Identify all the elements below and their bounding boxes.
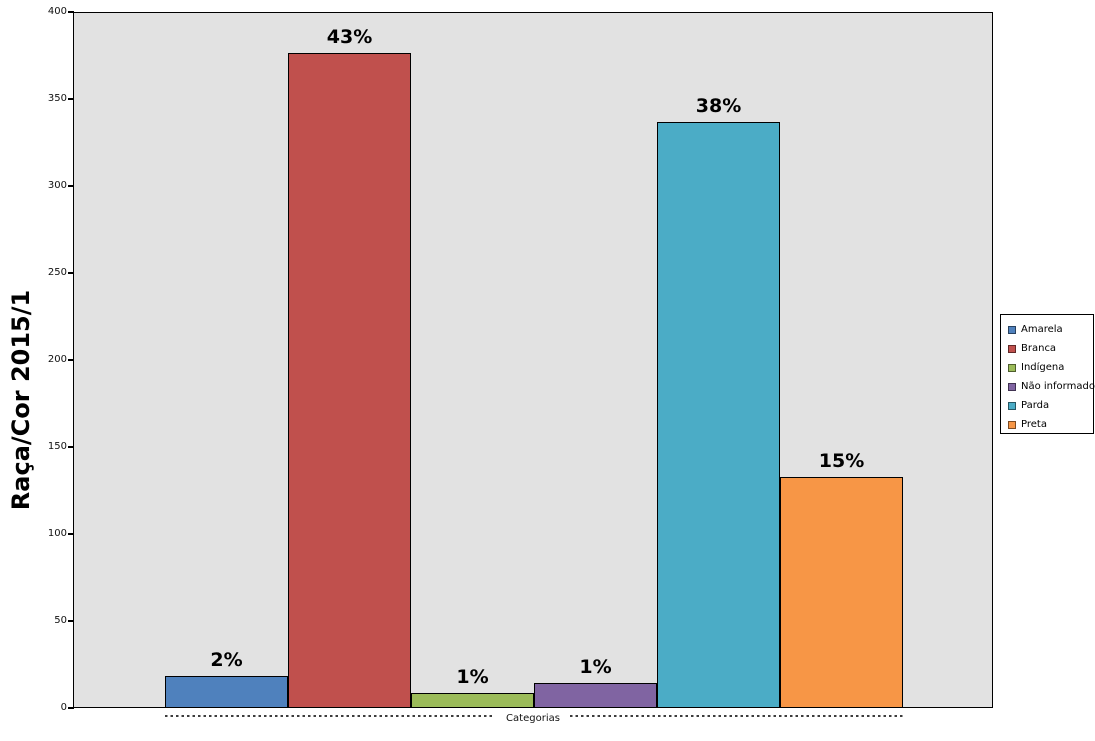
legend-swatch-amarela — [1008, 325, 1016, 334]
bar-parda[interactable] — [657, 122, 780, 707]
legend-item-branca[interactable]: Branca — [1008, 339, 1090, 358]
y-tick-mark — [68, 185, 74, 187]
bar-value-label-amarela: 2% — [210, 649, 243, 671]
bar-value-label-nao-informado: 1% — [579, 656, 612, 678]
y-tick-mark — [68, 707, 74, 709]
y-tick-mark — [68, 446, 74, 448]
legend-label: Indígena — [1021, 361, 1065, 373]
legend-item-indigena[interactable]: Indígena — [1008, 358, 1090, 377]
bar-value-label-indigena: 1% — [456, 666, 489, 688]
legend-swatch-indigena — [1008, 363, 1016, 372]
y-tick-label: 150 — [47, 441, 67, 452]
bar-nao-informado[interactable] — [534, 683, 657, 707]
legend-item-amarela[interactable]: Amarela — [1008, 320, 1090, 339]
legend-label: Preta — [1021, 418, 1047, 430]
x-axis-tick-dashes-left — [165, 715, 493, 717]
y-axis-title: Raça/Cor 2015/1 — [7, 289, 35, 511]
y-tick-label: 200 — [47, 354, 67, 365]
bar-value-label-branca: 43% — [326, 26, 373, 48]
y-tick-mark — [68, 98, 74, 100]
legend-item-nao-informado[interactable]: Não informado — [1008, 377, 1095, 396]
legend-item-preta[interactable]: Preta — [1008, 415, 1090, 434]
bar-indigena[interactable] — [411, 693, 534, 707]
y-tick-mark — [68, 11, 74, 13]
y-tick-mark — [68, 272, 74, 274]
bar-branca[interactable] — [288, 53, 411, 707]
x-axis-title: Categorias — [506, 713, 560, 724]
y-tick-mark — [68, 620, 74, 622]
bar-amarela[interactable] — [165, 676, 288, 707]
bar-group: 2% 43% 1% 1% 38% 15% — [74, 13, 992, 707]
bar-value-label-preta: 15% — [818, 450, 865, 472]
y-tick-label: 50 — [54, 615, 67, 626]
legend-swatch-preta — [1008, 420, 1016, 429]
y-tick-label: 0 — [60, 702, 67, 713]
legend: Amarela Branca Indígena Não informado Parda P… — [1000, 314, 1095, 434]
y-tick-mark — [68, 533, 74, 535]
legend-label: Branca — [1021, 342, 1057, 354]
y-tick-label: 100 — [47, 528, 67, 539]
bar-value-label-parda: 38% — [695, 95, 742, 117]
y-tick-mark — [68, 359, 74, 361]
plot-area: 2% 43% 1% 1% 38% 15% — [73, 12, 993, 708]
legend-swatch-branca — [1008, 344, 1016, 353]
bar-preta[interactable] — [780, 477, 903, 707]
legend-label: Amarela — [1021, 323, 1063, 335]
legend-swatch-nao-informado — [1008, 382, 1016, 391]
legend-label: Não informado — [1021, 380, 1095, 392]
y-tick-label: 350 — [47, 93, 67, 104]
legend-swatch-parda — [1008, 401, 1016, 410]
legend-label: Parda — [1021, 399, 1050, 411]
y-tick-label: 400 — [47, 6, 67, 17]
y-tick-label: 250 — [47, 267, 67, 278]
y-tick-label: 300 — [47, 180, 67, 191]
x-axis-tick-dashes-right — [570, 715, 903, 717]
legend-item-parda[interactable]: Parda — [1008, 396, 1090, 415]
